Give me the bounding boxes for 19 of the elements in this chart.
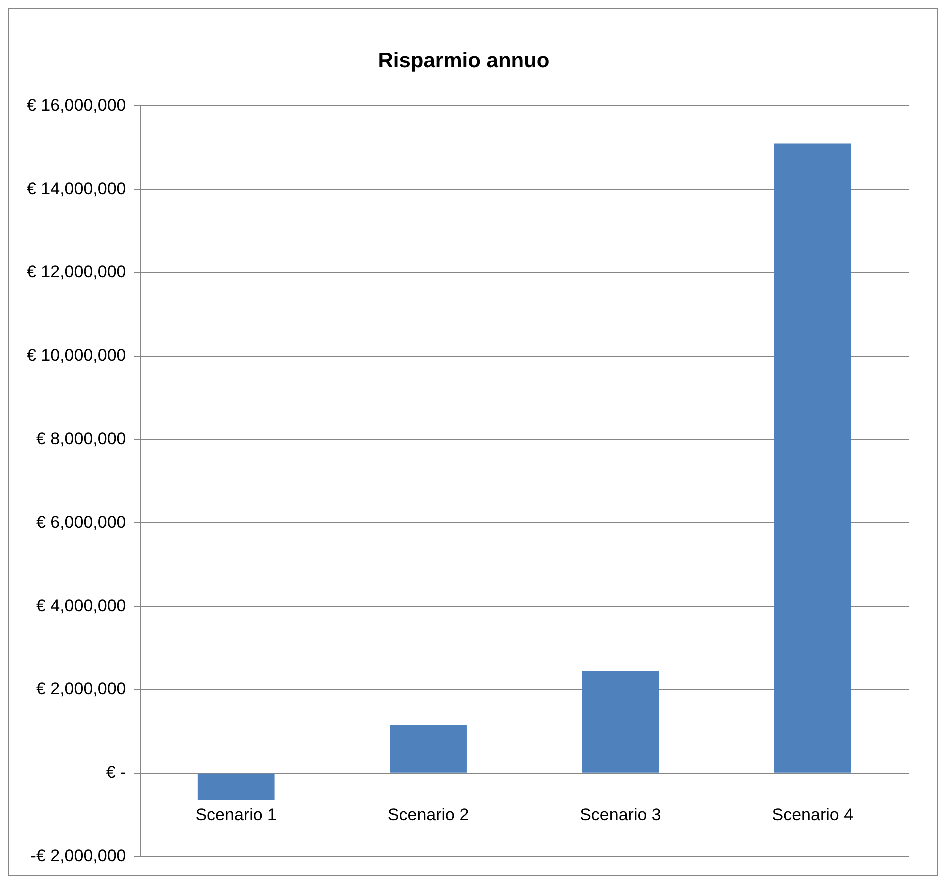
y-tick-label: € -	[106, 763, 126, 782]
y-tick-label: € 4,000,000	[36, 596, 126, 616]
y-tick-label: € 16,000,000	[26, 96, 126, 115]
y-tick-label: € 8,000,000	[36, 429, 126, 448]
y-tick-label: -€ 2,000,000	[30, 846, 126, 866]
x-tick-label: Scenario 1	[196, 805, 277, 824]
y-tick-label: € 2,000,000	[36, 680, 126, 699]
bar	[774, 144, 852, 773]
x-tick-label: Scenario 3	[580, 805, 662, 824]
bar	[582, 671, 660, 773]
y-tick-label: € 12,000,000	[26, 262, 126, 282]
chart-title: Risparmio annuo	[378, 49, 550, 72]
bar	[198, 774, 275, 800]
bar	[390, 725, 467, 773]
x-tick-label: Scenario 4	[772, 805, 854, 824]
x-tick-label: Scenario 2	[388, 805, 470, 824]
y-tick-label: € 14,000,000	[26, 179, 126, 198]
y-tick-label: € 10,000,000	[26, 346, 126, 366]
y-tick-label: € 6,000,000	[36, 512, 126, 532]
